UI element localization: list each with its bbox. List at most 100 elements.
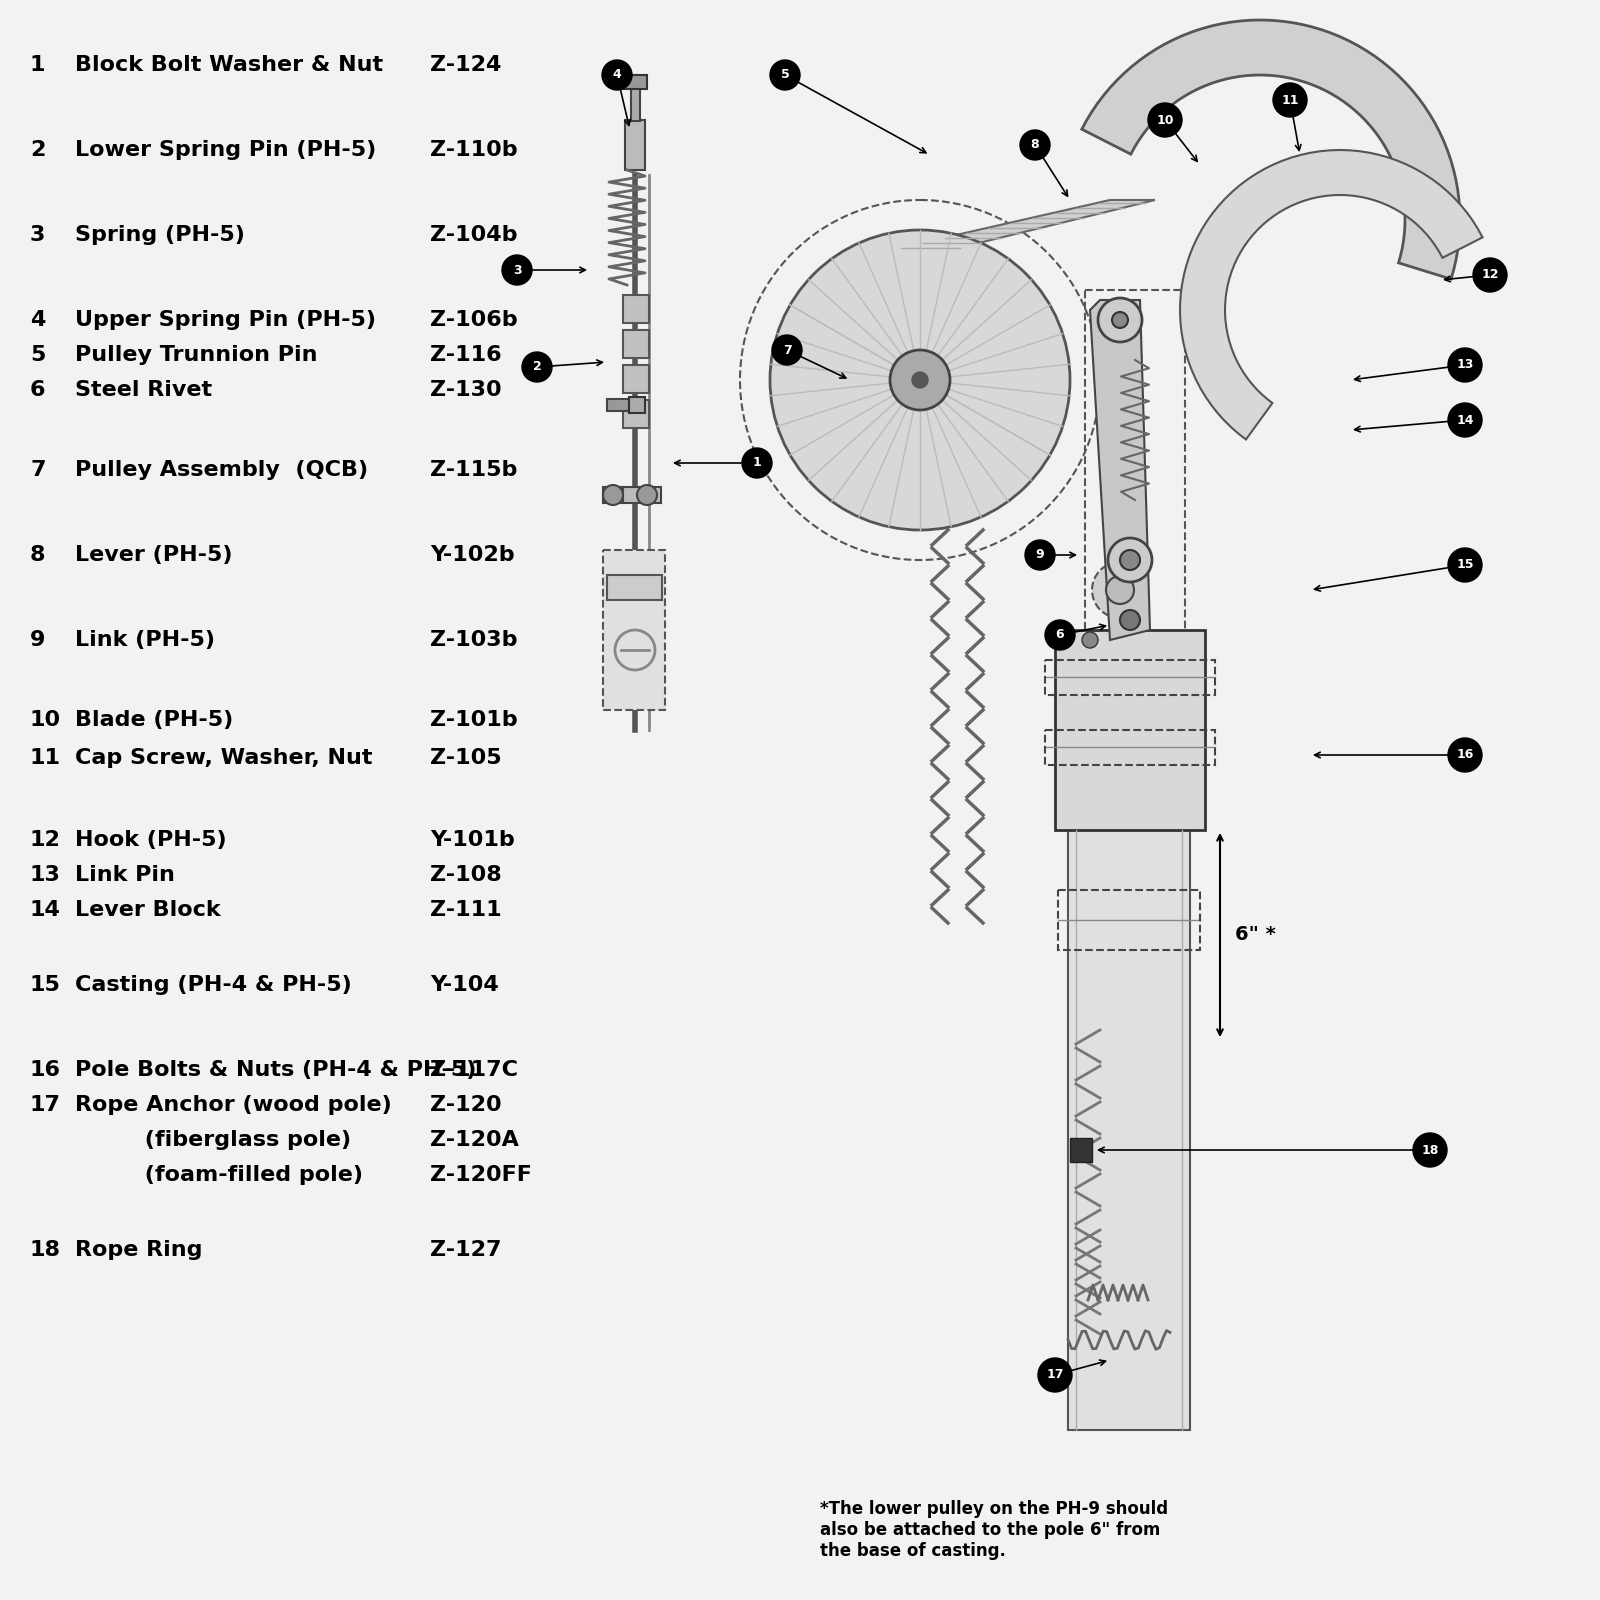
Circle shape bbox=[1112, 312, 1128, 328]
Text: 6: 6 bbox=[1056, 629, 1064, 642]
Text: 16: 16 bbox=[30, 1059, 61, 1080]
Text: 6" *: 6" * bbox=[1235, 925, 1275, 944]
Text: 2: 2 bbox=[533, 360, 541, 373]
FancyBboxPatch shape bbox=[626, 120, 645, 170]
FancyBboxPatch shape bbox=[630, 85, 640, 122]
Text: Z-110b: Z-110b bbox=[430, 141, 518, 160]
Circle shape bbox=[770, 230, 1070, 530]
Text: (fiberglass pole): (fiberglass pole) bbox=[75, 1130, 350, 1150]
FancyBboxPatch shape bbox=[622, 400, 650, 427]
Text: Lever Block: Lever Block bbox=[75, 899, 221, 920]
FancyBboxPatch shape bbox=[622, 294, 650, 323]
Circle shape bbox=[742, 448, 771, 478]
Text: Blade (PH-5): Blade (PH-5) bbox=[75, 710, 234, 730]
Text: Y-101b: Y-101b bbox=[430, 830, 515, 850]
Text: 13: 13 bbox=[30, 866, 61, 885]
Text: *The lower pulley on the PH-9 should
also be attached to the pole 6" from
the ba: *The lower pulley on the PH-9 should als… bbox=[819, 1501, 1168, 1560]
Text: Z-124: Z-124 bbox=[430, 54, 501, 75]
Text: Z-116: Z-116 bbox=[430, 346, 502, 365]
Text: 17: 17 bbox=[30, 1094, 61, 1115]
Polygon shape bbox=[1181, 150, 1483, 440]
Text: 17: 17 bbox=[1046, 1368, 1064, 1381]
FancyBboxPatch shape bbox=[606, 574, 662, 600]
Text: 14: 14 bbox=[1456, 413, 1474, 427]
Circle shape bbox=[890, 350, 950, 410]
Circle shape bbox=[603, 485, 622, 506]
Circle shape bbox=[1448, 547, 1482, 582]
Text: Z-120A: Z-120A bbox=[430, 1130, 518, 1150]
FancyBboxPatch shape bbox=[622, 486, 661, 502]
Text: (foam-filled pole): (foam-filled pole) bbox=[75, 1165, 363, 1186]
Circle shape bbox=[1021, 130, 1050, 160]
Text: 3: 3 bbox=[512, 264, 522, 277]
Text: Z-117C: Z-117C bbox=[430, 1059, 518, 1080]
Text: Z-101b: Z-101b bbox=[430, 710, 518, 730]
Polygon shape bbox=[1090, 301, 1150, 640]
FancyBboxPatch shape bbox=[603, 486, 622, 502]
Circle shape bbox=[1413, 1133, 1446, 1166]
Text: 5: 5 bbox=[781, 69, 789, 82]
Circle shape bbox=[1082, 632, 1098, 648]
Text: 7: 7 bbox=[782, 344, 792, 357]
Text: Link Pin: Link Pin bbox=[75, 866, 174, 885]
Text: 8: 8 bbox=[1030, 139, 1040, 152]
Text: Steel Rivet: Steel Rivet bbox=[75, 379, 213, 400]
Circle shape bbox=[1038, 1358, 1072, 1392]
Text: Spring (PH-5): Spring (PH-5) bbox=[75, 226, 245, 245]
Text: Pulley Assembly  (QCB): Pulley Assembly (QCB) bbox=[75, 461, 368, 480]
Text: Z-130: Z-130 bbox=[430, 379, 502, 400]
Text: Z-106b: Z-106b bbox=[430, 310, 518, 330]
Circle shape bbox=[522, 352, 552, 382]
Text: Block Bolt Washer & Nut: Block Bolt Washer & Nut bbox=[75, 54, 382, 75]
Text: 14: 14 bbox=[30, 899, 61, 920]
FancyBboxPatch shape bbox=[622, 75, 646, 90]
Text: Pulley Trunnion Pin: Pulley Trunnion Pin bbox=[75, 346, 317, 365]
Text: 12: 12 bbox=[30, 830, 61, 850]
Text: Hook (PH-5): Hook (PH-5) bbox=[75, 830, 227, 850]
Text: 2: 2 bbox=[30, 141, 45, 160]
Text: Z-115b: Z-115b bbox=[430, 461, 517, 480]
Text: 12: 12 bbox=[1482, 269, 1499, 282]
Text: Z-120FF: Z-120FF bbox=[430, 1165, 531, 1186]
Circle shape bbox=[1448, 349, 1482, 382]
Text: Pole Bolts & Nuts (PH-4 & PH-5): Pole Bolts & Nuts (PH-4 & PH-5) bbox=[75, 1059, 477, 1080]
Circle shape bbox=[1120, 550, 1139, 570]
Circle shape bbox=[1098, 298, 1142, 342]
Text: 9: 9 bbox=[30, 630, 45, 650]
Circle shape bbox=[1120, 610, 1139, 630]
Text: 10: 10 bbox=[30, 710, 61, 730]
Text: Lever (PH-5): Lever (PH-5) bbox=[75, 546, 232, 565]
Text: Y-104: Y-104 bbox=[430, 974, 499, 995]
FancyBboxPatch shape bbox=[629, 397, 645, 413]
Polygon shape bbox=[890, 200, 1155, 250]
Circle shape bbox=[1107, 538, 1152, 582]
Circle shape bbox=[1274, 83, 1307, 117]
Text: Rope Ring: Rope Ring bbox=[75, 1240, 203, 1261]
Circle shape bbox=[771, 334, 802, 365]
Text: Rope Anchor (wood pole): Rope Anchor (wood pole) bbox=[75, 1094, 392, 1115]
Text: Z-120: Z-120 bbox=[430, 1094, 502, 1115]
Circle shape bbox=[1091, 562, 1149, 618]
Text: Z-104b: Z-104b bbox=[430, 226, 517, 245]
Circle shape bbox=[502, 254, 531, 285]
Text: 16: 16 bbox=[1456, 749, 1474, 762]
Circle shape bbox=[1448, 403, 1482, 437]
Text: 4: 4 bbox=[613, 69, 621, 82]
Text: Y-102b: Y-102b bbox=[430, 546, 515, 565]
Text: 7: 7 bbox=[30, 461, 45, 480]
Circle shape bbox=[602, 59, 632, 90]
Text: 15: 15 bbox=[30, 974, 61, 995]
Text: Z-111: Z-111 bbox=[430, 899, 502, 920]
Text: 18: 18 bbox=[30, 1240, 61, 1261]
FancyBboxPatch shape bbox=[606, 398, 629, 411]
Text: 1: 1 bbox=[752, 456, 762, 469]
Circle shape bbox=[1106, 576, 1134, 603]
Text: Cap Screw, Washer, Nut: Cap Screw, Washer, Nut bbox=[75, 749, 373, 768]
Text: Casting (PH-4 & PH-5): Casting (PH-4 & PH-5) bbox=[75, 974, 352, 995]
Text: 1: 1 bbox=[30, 54, 45, 75]
Circle shape bbox=[770, 59, 800, 90]
Text: Z-127: Z-127 bbox=[430, 1240, 501, 1261]
FancyBboxPatch shape bbox=[603, 550, 666, 710]
FancyBboxPatch shape bbox=[622, 330, 650, 358]
Text: Link (PH-5): Link (PH-5) bbox=[75, 630, 214, 650]
